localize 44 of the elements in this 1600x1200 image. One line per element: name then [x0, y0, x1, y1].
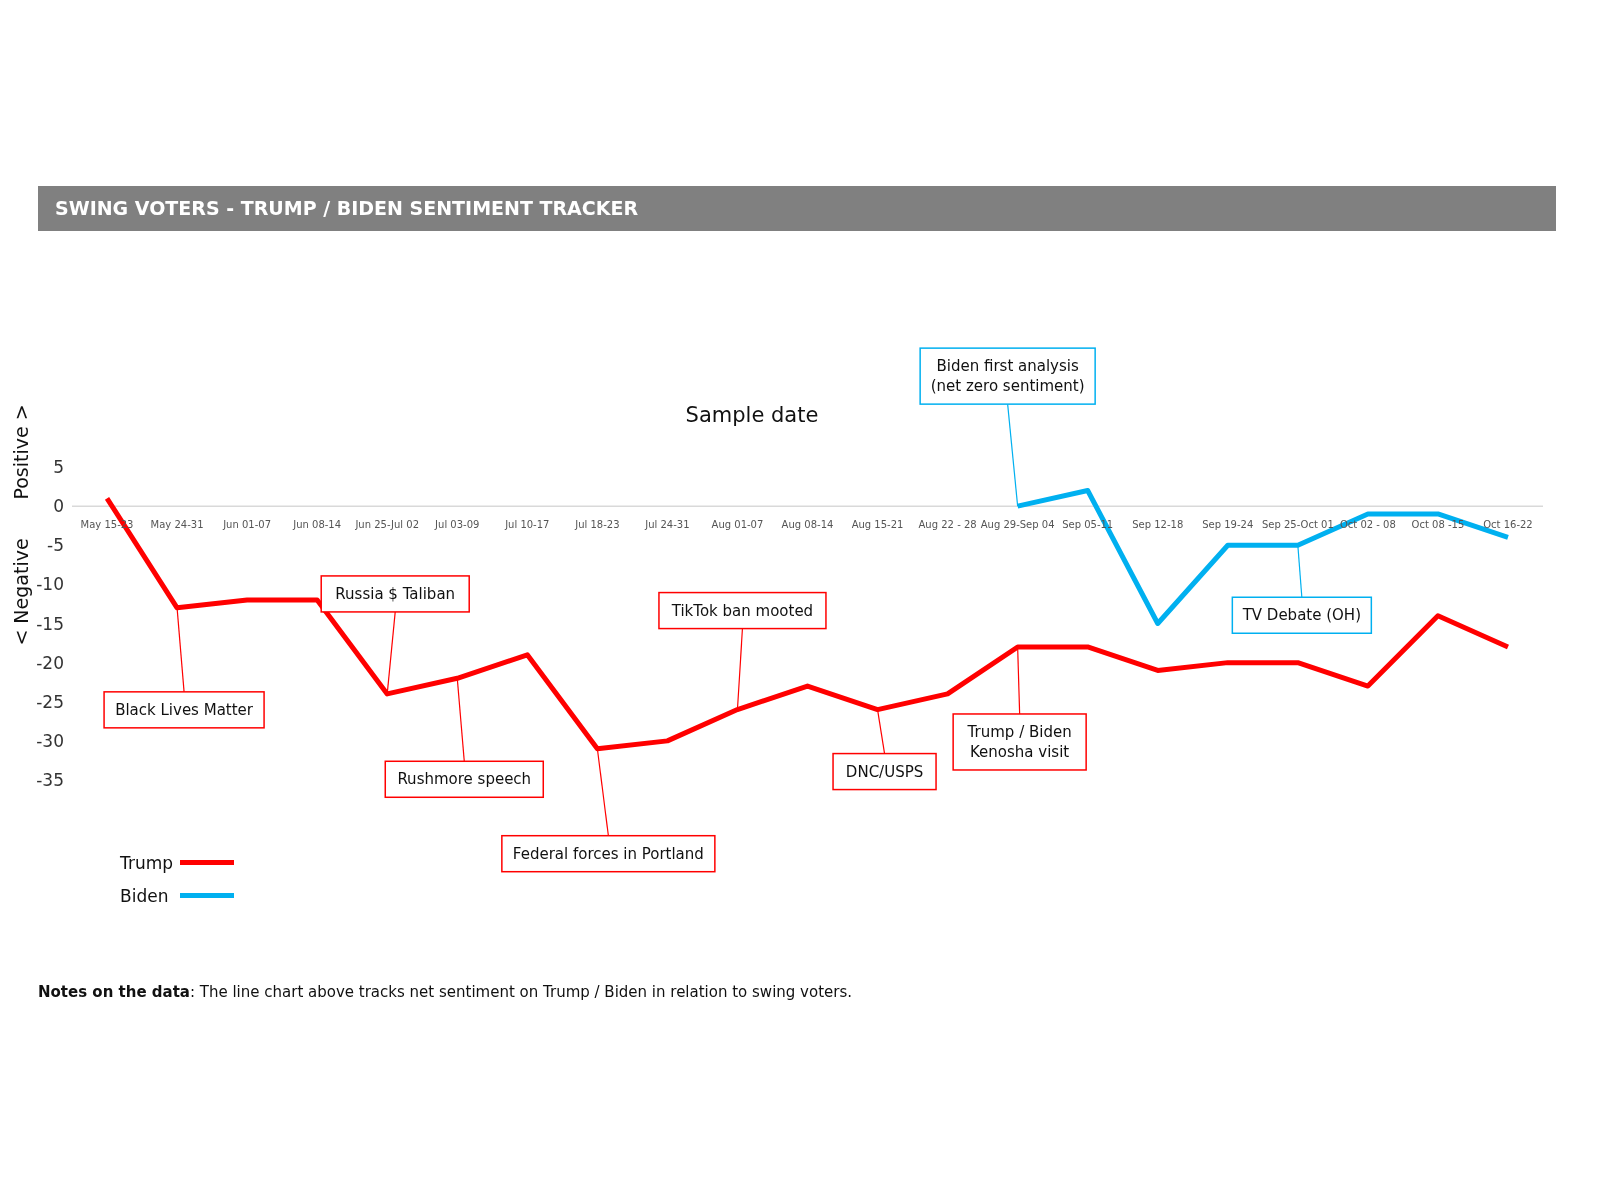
x-tick-label: Jul 10-17 — [504, 519, 550, 531]
annotation: Black Lives Matter — [115, 700, 254, 719]
x-tick-label: Jun 08-14 — [292, 519, 342, 531]
y-tick-label: -20 — [36, 652, 64, 673]
annotation: Trump / Biden Kenosha visit — [966, 722, 1072, 761]
x-tick-label: Aug 29-Sep 04 — [980, 519, 1055, 531]
y-tick-label: -35 — [36, 770, 64, 791]
x-tick-label: Aug 08-14 — [781, 519, 834, 531]
x-tick-label: Jul 03-09 — [434, 519, 480, 531]
x-tick-label: Jul 24-31 — [644, 519, 690, 531]
legend-label: Biden — [120, 885, 170, 906]
y-tick-label: 5 — [53, 457, 64, 478]
y-tick-label: -30 — [36, 730, 64, 751]
annotation: Biden first analysis (net zero sentiment) — [930, 357, 1085, 396]
x-tick-label: Oct 08 -15 — [1411, 519, 1465, 531]
annotation: Rushmore speech — [397, 770, 532, 789]
x-tick-label: Aug 15-21 — [851, 519, 904, 531]
legend-label: Trump — [120, 852, 174, 873]
x-tick-label: Sep 12-18 — [1132, 519, 1184, 531]
x-tick-label: Aug 01-07 — [711, 519, 764, 531]
x-tick-label: Jun 25-Jul 02 — [354, 519, 420, 531]
y-tick-label: -10 — [36, 574, 64, 595]
y-tick-label: 0 — [53, 496, 64, 517]
x-tick-label: Sep 19-24 — [1202, 519, 1254, 531]
y-tick-label: -25 — [36, 691, 64, 712]
annotation: DNC/USPS — [845, 762, 924, 781]
x-tick-label: May 24-31 — [150, 519, 204, 531]
annotation: TV Debate (OH) — [1241, 606, 1362, 625]
x-tick-label: Aug 22 - 28 — [918, 519, 977, 531]
annotation: Russia $ Taliban — [335, 584, 456, 603]
x-axis-title: Sample date — [685, 403, 819, 427]
text: < Negative — [10, 538, 32, 646]
x-tick-label: Jun 01-07 — [222, 519, 272, 531]
text: Notes on the data: The line chart above tracks net sentiment on Trump / Biden in relation to swing voters. — [38, 983, 853, 1001]
annotation: Federal forces in Portland — [512, 844, 704, 863]
x-tick-label: Sep 25-Oct 01 — [1261, 519, 1334, 531]
x-tick-label: Jul 18-23 — [574, 519, 620, 531]
y-tick-label: -15 — [36, 613, 64, 634]
chart-title: SWING VOTERS - TRUMP / BIDEN SENTIMENT TRACKER — [38, 186, 1556, 231]
y-tick-label: -5 — [47, 535, 64, 556]
text: Positive > — [10, 404, 32, 500]
x-tick-label: Oct 16-22 — [1483, 519, 1533, 531]
x-tick-label: Oct 02 - 08 — [1339, 519, 1396, 531]
annotation: TikTok ban mooted — [670, 601, 814, 620]
